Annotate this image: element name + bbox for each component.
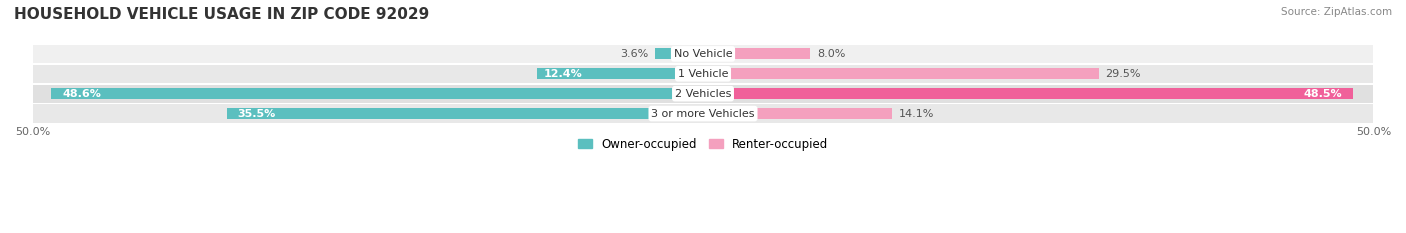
Text: 48.5%: 48.5%	[1303, 89, 1343, 99]
Text: 12.4%: 12.4%	[544, 69, 582, 79]
Text: 8.0%: 8.0%	[817, 49, 845, 59]
Bar	[703, 108, 891, 119]
Text: 35.5%: 35.5%	[238, 109, 276, 119]
Bar	[537, 68, 703, 79]
Text: 3.6%: 3.6%	[620, 49, 648, 59]
Text: No Vehicle: No Vehicle	[673, 49, 733, 59]
Bar	[32, 104, 1374, 123]
Bar	[703, 48, 810, 59]
Text: HOUSEHOLD VEHICLE USAGE IN ZIP CODE 92029: HOUSEHOLD VEHICLE USAGE IN ZIP CODE 9202…	[14, 7, 429, 22]
Bar	[32, 65, 1374, 83]
Bar	[32, 85, 1374, 103]
Bar	[703, 68, 1098, 79]
Text: Source: ZipAtlas.com: Source: ZipAtlas.com	[1281, 7, 1392, 17]
Bar	[32, 45, 1374, 63]
Text: 29.5%: 29.5%	[1105, 69, 1140, 79]
Legend: Owner-occupied, Renter-occupied: Owner-occupied, Renter-occupied	[572, 133, 834, 155]
Text: 1 Vehicle: 1 Vehicle	[678, 69, 728, 79]
Text: 14.1%: 14.1%	[898, 109, 934, 119]
Bar	[226, 108, 703, 119]
Bar	[655, 48, 703, 59]
Text: 2 Vehicles: 2 Vehicles	[675, 89, 731, 99]
Bar	[52, 88, 703, 99]
Text: 3 or more Vehicles: 3 or more Vehicles	[651, 109, 755, 119]
Text: 48.6%: 48.6%	[62, 89, 101, 99]
Bar	[703, 88, 1353, 99]
